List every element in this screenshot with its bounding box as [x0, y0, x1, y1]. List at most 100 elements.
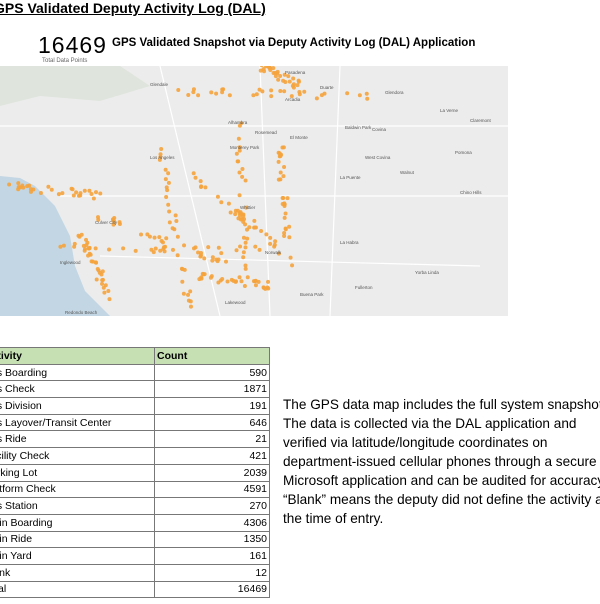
map-label: Rosemead — [255, 130, 277, 135]
map-dot — [91, 196, 96, 201]
table-cell: 1350 — [154, 530, 270, 549]
map-label: Culver City — [95, 220, 118, 225]
map-dot — [100, 281, 105, 286]
table-cell: 1871 — [154, 380, 270, 399]
map-dot — [199, 250, 204, 255]
map-dot — [364, 91, 369, 96]
ocean — [0, 176, 110, 316]
map-label: Los Angeles — [150, 155, 175, 160]
map-dot — [365, 96, 370, 101]
table-cell: 4306 — [154, 513, 270, 532]
map-dot — [257, 87, 262, 92]
map-label: La Habra — [340, 240, 359, 245]
header-cell: Activity — [0, 347, 155, 365]
map-dot — [216, 245, 221, 250]
map-dot — [60, 191, 65, 196]
map-dot — [71, 193, 76, 198]
map-dot — [82, 188, 87, 193]
map-dot — [240, 174, 245, 179]
map-dot — [273, 70, 278, 75]
map-dot — [149, 247, 154, 252]
map-dot — [276, 159, 281, 164]
table-cell: Blank — [0, 563, 155, 582]
map-dot — [164, 195, 169, 200]
note: The GPS data map includes the full syste… — [283, 397, 600, 526]
map-dot — [281, 78, 286, 83]
map-dot — [247, 225, 252, 230]
map-dot — [281, 174, 286, 179]
map-dot — [234, 248, 239, 253]
map-label: Pasadena — [285, 70, 306, 75]
map-label: Walnut — [400, 170, 415, 175]
table-cell: Facility Check — [0, 447, 155, 465]
map-dot — [236, 216, 241, 221]
table-cell: Train Boarding — [0, 513, 155, 532]
map-dot — [242, 284, 247, 289]
map-label: Norwalk — [265, 250, 282, 255]
map-dot — [237, 145, 242, 150]
map-dot — [285, 196, 290, 201]
map-dot — [278, 177, 283, 182]
map-dot — [283, 211, 288, 216]
map-dot — [159, 238, 164, 243]
map-dot — [273, 239, 278, 244]
map-dot — [117, 222, 122, 227]
table-cell: 12 — [154, 563, 270, 582]
map-dot — [58, 244, 63, 249]
map-dot — [297, 90, 302, 95]
map-dot — [282, 72, 287, 77]
map-dot — [99, 272, 104, 277]
map-dot — [261, 285, 266, 290]
map-dot — [254, 92, 259, 97]
map-label: Arcadia — [285, 97, 301, 102]
table-cell: 270 — [154, 497, 270, 515]
map-label: Baldwin Park — [345, 125, 372, 130]
map-dot — [302, 89, 307, 94]
map-dot — [264, 66, 269, 69]
map-dot — [282, 230, 287, 235]
map-label: Buena Park — [300, 292, 324, 297]
map-dot — [243, 240, 248, 245]
map-dot — [241, 235, 246, 240]
table-cell: 21 — [154, 430, 270, 449]
table-cell: Total — [0, 580, 155, 599]
map-dot — [180, 267, 185, 272]
map-label: Redondo Beach — [65, 310, 98, 315]
map-dot — [101, 285, 106, 290]
map-dot — [220, 90, 225, 95]
map-label: Chino Hills — [460, 190, 482, 195]
map-dot — [295, 83, 300, 88]
map-dot — [199, 184, 204, 189]
roads — [0, 66, 508, 316]
total-label: Total Data Points — [42, 58, 88, 64]
map-dot — [49, 187, 54, 192]
map-dot — [158, 248, 163, 253]
map-dot — [170, 226, 175, 231]
map-dot — [260, 89, 265, 94]
map-dot — [196, 93, 201, 98]
map-dot — [181, 291, 186, 296]
map-dot — [259, 228, 264, 233]
map-dot — [158, 152, 163, 157]
map-dot — [89, 259, 94, 264]
map-dot — [84, 237, 89, 242]
map-dot — [74, 190, 79, 195]
map-dot — [161, 245, 166, 250]
map-dot — [193, 175, 198, 180]
map-dot — [268, 235, 273, 240]
map-label: Yorba Linda — [415, 270, 439, 275]
map-dot — [166, 180, 171, 185]
map-dot — [70, 187, 75, 192]
map-dot — [287, 235, 292, 240]
map-label: Duarte — [320, 85, 334, 90]
map-dot — [242, 217, 247, 222]
table-cell: Bus Ride — [0, 430, 155, 449]
map-dot — [21, 185, 26, 190]
map-dot — [111, 217, 116, 222]
